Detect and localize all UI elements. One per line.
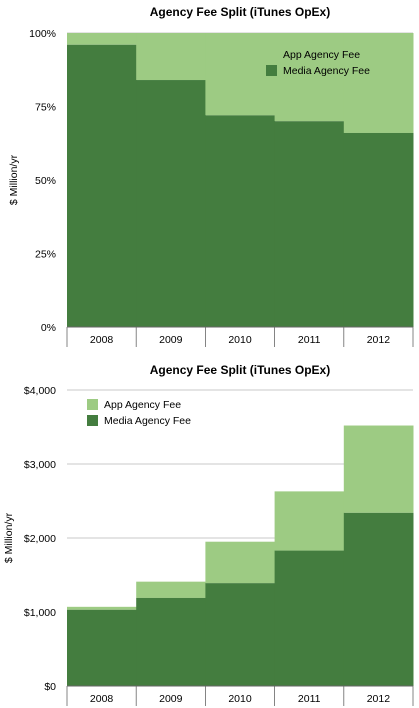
x-tick-label: 2010 <box>228 693 252 705</box>
x-tick-label: 2012 <box>367 693 391 705</box>
y-tick-label: 25% <box>35 249 56 261</box>
bar-media-agency-fee <box>67 44 137 327</box>
bar-media-agency-fee <box>274 550 345 686</box>
y-tick-label: 50% <box>35 175 56 187</box>
x-tick-label: 2011 <box>298 693 321 705</box>
bar-media-agency-fee <box>205 115 276 327</box>
y-tick-label: $4,000 <box>24 385 56 397</box>
x-tick-label: 2012 <box>367 334 391 346</box>
x-tick-label: 2009 <box>159 334 183 346</box>
y-axis-label: $ Million/yr <box>8 154 20 205</box>
x-tick-label: 2011 <box>298 334 321 346</box>
y-axis-label: $ Million/yr <box>3 512 15 563</box>
chart-title: Agency Fee Split (iTunes OpEx) <box>150 363 330 377</box>
bar-media-agency-fee <box>343 512 414 686</box>
bar-app-agency-fee <box>205 541 276 584</box>
bar-app-agency-fee <box>205 33 276 116</box>
bar-media-agency-fee <box>136 597 206 686</box>
x-tick-label: 2009 <box>159 693 183 705</box>
bar-app-agency-fee <box>67 33 137 45</box>
y-tick-label: $3,000 <box>24 459 56 471</box>
bar-media-agency-fee <box>343 132 414 327</box>
bar-app-agency-fee <box>136 33 206 81</box>
legend-swatch <box>87 415 98 426</box>
bar-app-agency-fee <box>343 33 414 133</box>
percent-split-chart: Agency Fee Split (iTunes OpEx) $ Million… <box>8 5 414 347</box>
bar-media-agency-fee <box>274 121 345 327</box>
legend-swatch <box>87 399 98 410</box>
x-tick-label: 2008 <box>90 693 114 705</box>
y-tick-label: 100% <box>29 28 56 40</box>
chart-title: Agency Fee Split (iTunes OpEx) <box>150 5 330 19</box>
legend-label: Media Agency Fee <box>283 65 370 77</box>
legend-label: Media Agency Fee <box>104 415 191 427</box>
bar-app-agency-fee <box>274 491 345 551</box>
y-tick-label: 75% <box>35 102 56 114</box>
dollar-split-chart: Agency Fee Split (iTunes OpEx) $ Million… <box>3 363 414 706</box>
y-tick-label: 0% <box>41 322 56 334</box>
y-tick-label: $1,000 <box>24 607 56 619</box>
legend-label: App Agency Fee <box>283 49 360 61</box>
bar-app-agency-fee <box>343 425 414 513</box>
legend-swatch <box>266 65 277 76</box>
bar-app-agency-fee <box>274 33 345 122</box>
x-tick-label: 2010 <box>228 334 252 346</box>
legend-swatch <box>266 49 277 60</box>
x-tick-label: 2008 <box>90 334 114 346</box>
bar-media-agency-fee <box>67 609 137 686</box>
bar-app-agency-fee <box>136 581 206 598</box>
bar-media-agency-fee <box>205 583 276 686</box>
y-tick-label: $2,000 <box>24 533 56 545</box>
bar-media-agency-fee <box>136 80 206 327</box>
bar-app-agency-fee <box>67 606 137 610</box>
y-tick-label: $0 <box>44 681 56 693</box>
legend-label: App Agency Fee <box>104 399 181 411</box>
